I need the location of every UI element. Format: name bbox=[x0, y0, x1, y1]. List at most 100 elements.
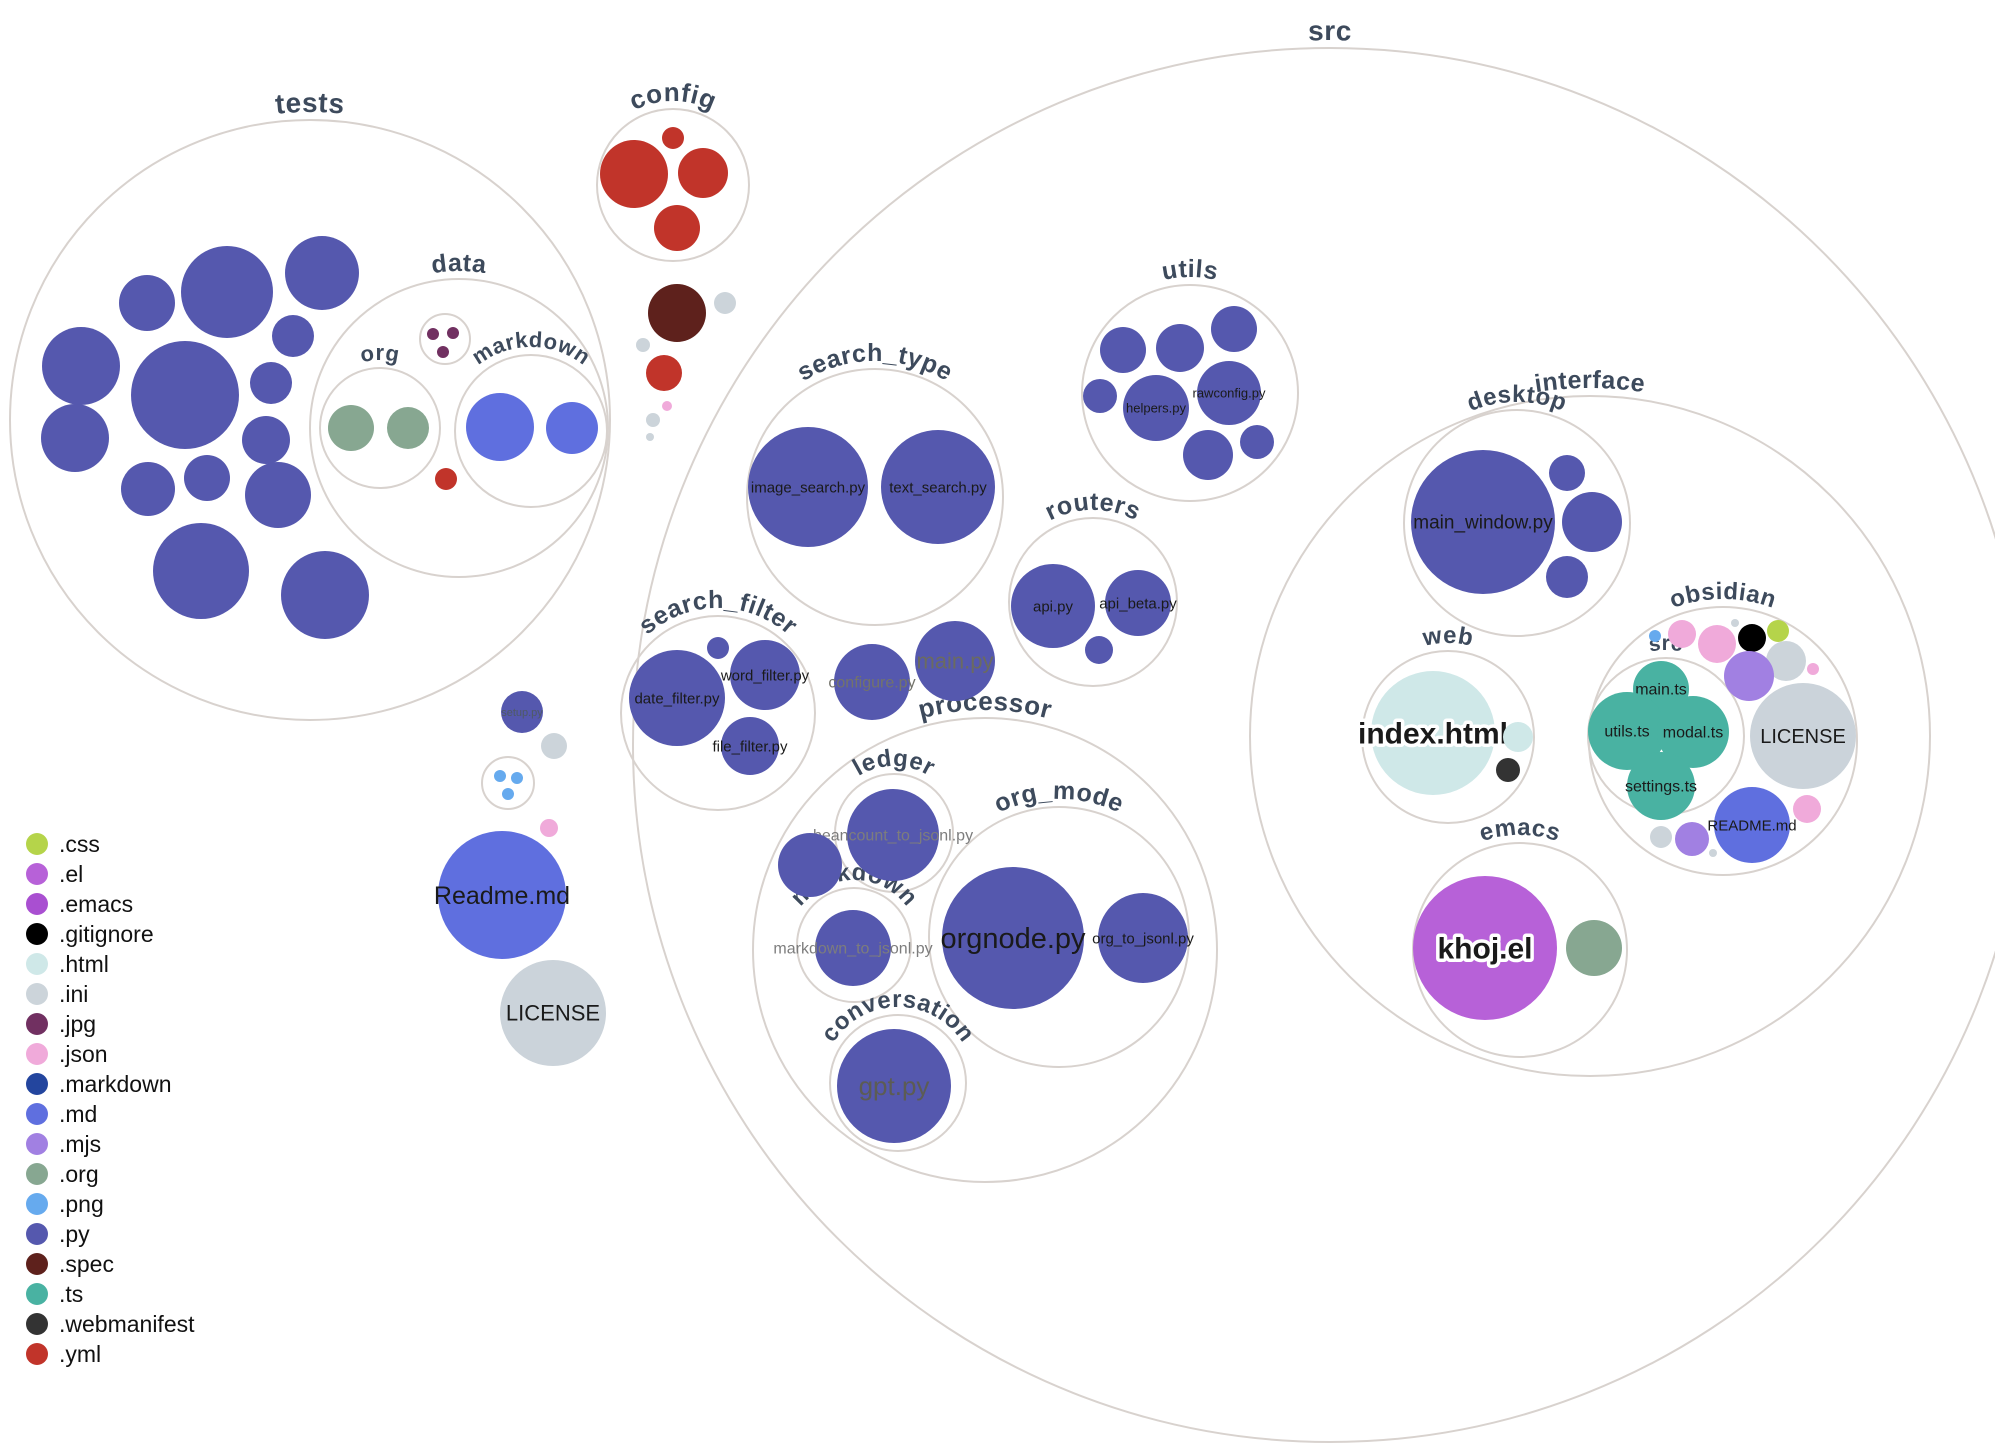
file-unnamed.py[interactable] bbox=[1100, 327, 1146, 373]
file-unnamed.py[interactable] bbox=[153, 523, 249, 619]
file-file_filter.py[interactable] bbox=[721, 717, 779, 775]
file-unnamed.py[interactable] bbox=[1549, 455, 1585, 491]
file-LICENSE[interactable] bbox=[1750, 683, 1856, 789]
file-modal.ts[interactable] bbox=[1657, 696, 1729, 768]
file-unnamed.json[interactable] bbox=[1807, 663, 1819, 675]
group-search_filter[interactable] bbox=[620, 615, 816, 811]
group-data-org[interactable] bbox=[319, 367, 441, 489]
file-unnamed.py[interactable] bbox=[250, 362, 292, 404]
file-api.py[interactable] bbox=[1011, 564, 1095, 648]
file-unnamed.png[interactable] bbox=[1649, 630, 1661, 642]
group-processor-markdown[interactable] bbox=[796, 887, 912, 1003]
file-unnamed.py[interactable] bbox=[242, 416, 290, 464]
group-utils[interactable] bbox=[1081, 284, 1299, 502]
group-search_type[interactable] bbox=[746, 368, 1004, 626]
file-unnamed.ini[interactable] bbox=[646, 413, 660, 427]
group-data-markdown[interactable] bbox=[454, 354, 608, 508]
file-unnamed.webmanifest[interactable] bbox=[1496, 758, 1520, 782]
file-unnamed.css[interactable] bbox=[1767, 620, 1789, 642]
file-unnamed.py[interactable] bbox=[42, 327, 120, 405]
file-unnamed.png[interactable] bbox=[502, 788, 514, 800]
file-unnamed.json[interactable] bbox=[540, 819, 558, 837]
file-unnamed.md[interactable] bbox=[466, 393, 534, 461]
file-image_search.py[interactable] bbox=[748, 427, 868, 547]
file-unnamed.py[interactable] bbox=[281, 551, 369, 639]
file-unnamed.md[interactable] bbox=[546, 402, 598, 454]
file-date_filter.py[interactable] bbox=[629, 650, 725, 746]
file-unnamed.ini[interactable] bbox=[1731, 619, 1739, 627]
file-unnamed.png[interactable] bbox=[494, 770, 506, 782]
file-unnamed.py[interactable] bbox=[1083, 379, 1117, 413]
file-unnamed.py[interactable] bbox=[41, 404, 109, 472]
file-unnamed.py[interactable] bbox=[1562, 492, 1622, 552]
file-README.md[interactable] bbox=[1714, 787, 1790, 863]
group-tests[interactable] bbox=[9, 119, 611, 721]
group-src[interactable] bbox=[632, 47, 1995, 1443]
file-helpers.py[interactable] bbox=[1123, 375, 1189, 441]
file-unnamed.png[interactable] bbox=[511, 772, 523, 784]
file-unnamed.spec[interactable] bbox=[648, 284, 706, 342]
file-unnamed.ini[interactable] bbox=[636, 338, 650, 352]
file-khoj.el[interactable] bbox=[1413, 876, 1557, 1020]
file-unnamed.org[interactable] bbox=[387, 407, 429, 449]
group-root-png-cluster[interactable] bbox=[481, 756, 535, 810]
file-Readme.md[interactable] bbox=[438, 831, 566, 959]
file-unnamed.json[interactable] bbox=[1668, 620, 1696, 648]
group-processor[interactable] bbox=[752, 717, 1218, 1183]
file-unnamed.py[interactable] bbox=[245, 462, 311, 528]
file-unnamed.org[interactable] bbox=[328, 405, 374, 451]
file-unnamed.py[interactable] bbox=[707, 637, 729, 659]
file-unnamed.py[interactable] bbox=[131, 341, 239, 449]
file-unnamed.gitignore[interactable] bbox=[1738, 624, 1766, 652]
group-desktop[interactable] bbox=[1403, 409, 1631, 637]
file-text_search.py[interactable] bbox=[881, 430, 995, 544]
group-data-jpg-cluster[interactable] bbox=[419, 313, 471, 365]
file-index.html[interactable] bbox=[1371, 671, 1495, 795]
file-unnamed.py[interactable] bbox=[1183, 430, 1233, 480]
file-unnamed.json[interactable] bbox=[1698, 625, 1736, 663]
group-conversation[interactable] bbox=[829, 1014, 967, 1152]
file-unnamed.yml[interactable] bbox=[678, 148, 728, 198]
file-unnamed.json[interactable] bbox=[1793, 795, 1821, 823]
file-gpt.py[interactable] bbox=[837, 1029, 951, 1143]
file-unnamed.jpg[interactable] bbox=[447, 327, 459, 339]
file-unnamed.ini[interactable] bbox=[714, 292, 736, 314]
file-beancount_to_jsonl.py[interactable] bbox=[847, 789, 939, 881]
file-unnamed.ini[interactable] bbox=[1709, 849, 1717, 857]
file-utils.ts[interactable] bbox=[1588, 692, 1666, 770]
file-unnamed.py[interactable] bbox=[119, 275, 175, 331]
file-unnamed.html[interactable] bbox=[1503, 722, 1533, 752]
group-interface[interactable] bbox=[1249, 395, 1931, 1077]
file-unnamed.ini[interactable] bbox=[1766, 641, 1806, 681]
file-unnamed.py[interactable] bbox=[181, 246, 273, 338]
file-unnamed.py[interactable] bbox=[1240, 425, 1274, 459]
file-unnamed.mjs[interactable] bbox=[1675, 822, 1709, 856]
file-org_to_jsonl.py[interactable] bbox=[1098, 893, 1188, 983]
file-unnamed.py[interactable] bbox=[1211, 306, 1257, 352]
file-main_window.py[interactable] bbox=[1411, 450, 1555, 594]
file-word_filter.py[interactable] bbox=[730, 640, 800, 710]
file-settings.ts[interactable] bbox=[1627, 752, 1695, 820]
file-LICENSE[interactable] bbox=[500, 960, 606, 1066]
file-unnamed.yml[interactable] bbox=[654, 205, 700, 251]
file-unnamed.yml[interactable] bbox=[600, 140, 668, 208]
file-unnamed.py[interactable] bbox=[1085, 636, 1113, 664]
file-unnamed.mjs[interactable] bbox=[1724, 651, 1774, 701]
file-unnamed.py[interactable] bbox=[1546, 556, 1588, 598]
file-unnamed.yml[interactable] bbox=[662, 127, 684, 149]
file-main.py[interactable] bbox=[915, 621, 995, 701]
group-web[interactable] bbox=[1361, 650, 1535, 824]
file-unnamed.yml[interactable] bbox=[435, 468, 457, 490]
file-unnamed.ini[interactable] bbox=[541, 733, 567, 759]
file-unnamed.yml[interactable] bbox=[646, 355, 682, 391]
file-unnamed.py[interactable] bbox=[778, 833, 842, 897]
file-markdown_to_jsonl.py[interactable] bbox=[815, 910, 891, 986]
file-unnamed.jpg[interactable] bbox=[427, 328, 439, 340]
file-orgnode.py[interactable] bbox=[942, 867, 1084, 1009]
file-unnamed.py[interactable] bbox=[184, 455, 230, 501]
file-unnamed.ini[interactable] bbox=[646, 433, 654, 441]
file-api_beta.py[interactable] bbox=[1105, 570, 1171, 636]
file-unnamed.py[interactable] bbox=[1156, 324, 1204, 372]
group-data[interactable] bbox=[309, 278, 609, 578]
file-unnamed.ini[interactable] bbox=[1650, 826, 1672, 848]
